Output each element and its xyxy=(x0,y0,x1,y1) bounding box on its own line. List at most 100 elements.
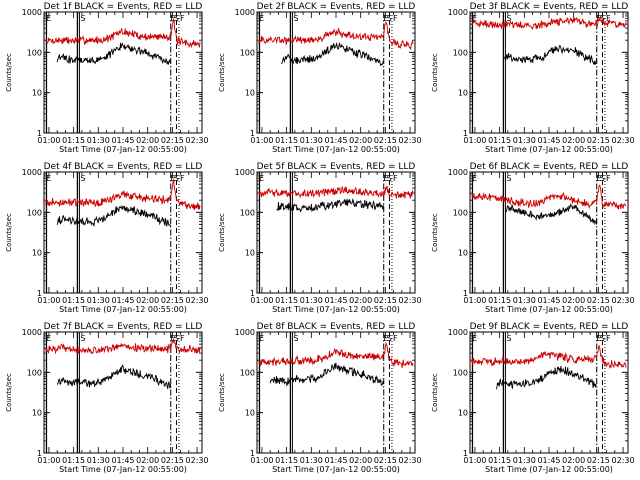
y-tick-label: 1000 xyxy=(448,328,468,337)
y-tick-label: 10 xyxy=(32,409,42,418)
x-tick-label: 02:15 xyxy=(587,456,610,465)
marker-label: S xyxy=(174,14,179,23)
marker-label: E xyxy=(596,334,601,343)
panel-det-9f: Det 9f BLACK = Events, RED = LLD 1 10 100 10… xyxy=(431,322,635,474)
chart-title: Det 3f BLACK = Events, RED = LLD xyxy=(470,2,629,12)
x-tick-label: 02:00 xyxy=(562,296,585,305)
y-axis-label: Counts/sec xyxy=(431,213,439,252)
x-tick-label: 01:30 xyxy=(300,136,323,145)
x-tick-label: 02:15 xyxy=(374,136,397,145)
marker-label: E xyxy=(259,334,264,343)
x-tick-label: 01:00 xyxy=(37,136,60,145)
series-line-lld xyxy=(45,338,201,355)
x-axis-label: Start Time (07-Jan-12 00:55:00) xyxy=(272,305,400,314)
x-tick-label: 01:30 xyxy=(87,456,110,465)
marker-label: E xyxy=(46,334,51,343)
plot-frame xyxy=(256,11,416,134)
x-tick-label: 01:15 xyxy=(488,296,511,305)
marker-label: E xyxy=(472,14,477,23)
x-tick-label: 02:15 xyxy=(374,296,397,305)
y-tick-label: 1000 xyxy=(235,328,255,337)
x-axis-label: Start Time (07-Jan-12 00:55:00) xyxy=(485,465,613,474)
marker-label: S xyxy=(506,174,511,183)
series-line-lld xyxy=(471,344,627,369)
x-axis-label: Start Time (07-Jan-12 00:55:00) xyxy=(272,145,400,154)
marker-label: E xyxy=(472,334,477,343)
y-axis-label: Counts/sec xyxy=(218,53,226,92)
x-tick-label: 02:00 xyxy=(349,296,372,305)
marker-label: S xyxy=(506,334,511,343)
x-axis-label: Start Time (07-Jan-12 00:55:00) xyxy=(59,145,187,154)
plot-frame xyxy=(469,331,629,454)
y-tick-label: 1000 xyxy=(22,168,42,177)
panel-det-7f: Det 7f BLACK = Events, RED = LLD 1 10 100 10… xyxy=(5,322,209,474)
y-tick-label: 100 xyxy=(27,368,42,377)
x-tick-label: 02:30 xyxy=(399,296,422,305)
y-axis-label: Counts/sec xyxy=(5,213,13,252)
marker-label: S xyxy=(387,174,392,183)
marker-label: F xyxy=(606,334,611,343)
marker-label: S xyxy=(600,174,605,183)
marker-label: E xyxy=(383,14,388,23)
x-tick-label: 01:45 xyxy=(537,456,560,465)
y-tick-label: 10 xyxy=(245,409,255,418)
y-axis-label: Counts/sec xyxy=(218,373,226,412)
y-tick-label: 10 xyxy=(32,89,42,98)
x-tick-label: 01:15 xyxy=(275,296,298,305)
y-tick-label: 10 xyxy=(458,89,468,98)
x-tick-label: 01:15 xyxy=(275,456,298,465)
y-tick-label: 10 xyxy=(245,89,255,98)
x-tick-label: 01:45 xyxy=(324,296,347,305)
plot-frame xyxy=(43,11,203,134)
y-tick-label: 1 xyxy=(37,129,42,138)
plot-frame xyxy=(43,171,203,294)
y-tick-label: 1 xyxy=(250,289,255,298)
x-tick-label: 01:30 xyxy=(300,456,323,465)
y-tick-label: 100 xyxy=(453,368,468,377)
x-tick-label: 01:45 xyxy=(537,296,560,305)
y-tick-label: 1 xyxy=(37,289,42,298)
y-tick-label: 10 xyxy=(32,249,42,258)
marker-label: E xyxy=(170,334,175,343)
series-line-events xyxy=(505,203,598,226)
marker-label: S xyxy=(387,14,392,23)
marker-label: F xyxy=(606,174,611,183)
marker-label: S xyxy=(387,334,392,343)
marker-label: E xyxy=(259,174,264,183)
chart-title: Det 6f BLACK = Events, RED = LLD xyxy=(470,162,629,172)
x-tick-label: 02:00 xyxy=(349,136,372,145)
marker-label: S xyxy=(80,174,85,183)
y-tick-label: 1000 xyxy=(448,168,468,177)
marker-label: E xyxy=(170,14,175,23)
x-tick-label: 01:45 xyxy=(324,456,347,465)
x-tick-label: 02:00 xyxy=(349,456,372,465)
x-axis-label: Start Time (07-Jan-12 00:55:00) xyxy=(485,145,613,154)
y-tick-label: 1000 xyxy=(22,328,42,337)
y-tick-label: 10 xyxy=(458,409,468,418)
y-axis-label: Counts/sec xyxy=(431,53,439,92)
x-axis-label: Start Time (07-Jan-12 00:55:00) xyxy=(485,305,613,314)
y-tick-label: 1000 xyxy=(448,8,468,17)
series-line-lld xyxy=(258,185,414,199)
x-tick-label: 01:30 xyxy=(87,136,110,145)
y-tick-label: 1000 xyxy=(22,8,42,17)
x-tick-label: 02:30 xyxy=(186,136,209,145)
marker-label: F xyxy=(180,14,185,23)
x-tick-label: 02:00 xyxy=(562,456,585,465)
x-tick-label: 01:00 xyxy=(463,136,486,145)
marker-label: E xyxy=(259,14,264,23)
marker-label: E xyxy=(596,14,601,23)
series-line-lld xyxy=(258,341,414,369)
series-line-lld xyxy=(45,179,201,211)
x-tick-label: 02:30 xyxy=(612,456,635,465)
series-line-events xyxy=(504,44,598,66)
series-line-events xyxy=(276,198,384,213)
x-tick-label: 01:45 xyxy=(111,296,134,305)
x-tick-label: 01:30 xyxy=(300,296,323,305)
chart-title: Det 7f BLACK = Events, RED = LLD xyxy=(44,322,203,332)
x-tick-label: 02:30 xyxy=(399,136,422,145)
x-tick-label: 02:30 xyxy=(612,296,635,305)
x-axis-label: Start Time (07-Jan-12 00:55:00) xyxy=(59,305,187,314)
chart-title: Det 4f BLACK = Events, RED = LLD xyxy=(44,162,203,172)
panel-det-1f: Det 1f BLACK = Events, RED = LLD 1 10 100 10… xyxy=(5,2,209,154)
